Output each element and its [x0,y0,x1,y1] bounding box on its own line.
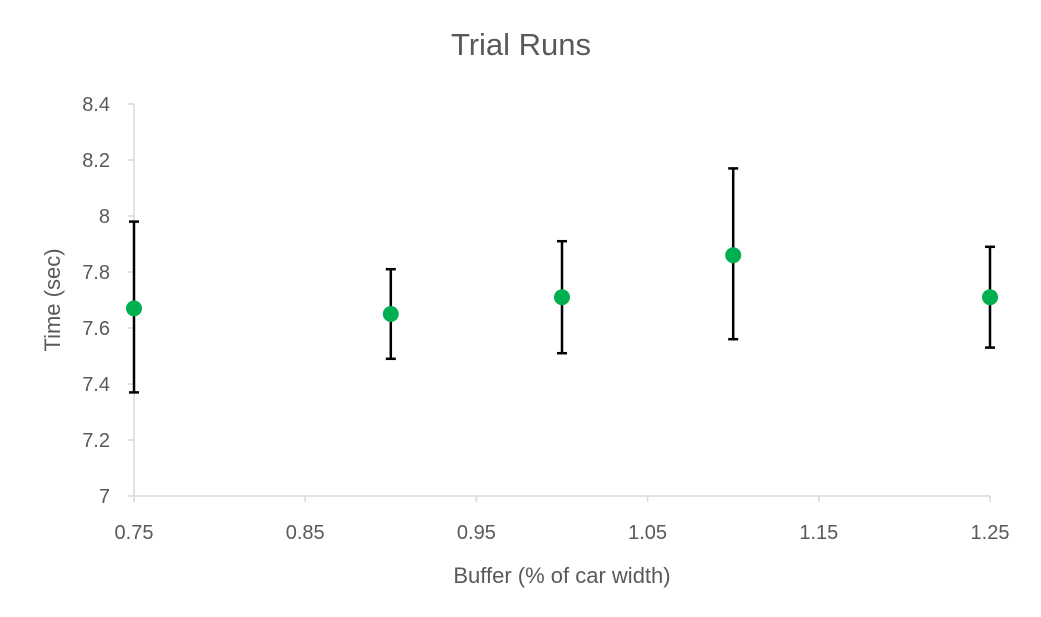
x-ticks: 0.75 0.85 0.95 1.05 1.15 1.25 [115,496,1010,544]
y-tick-label: 7.6 [82,318,110,340]
data-marks [126,167,998,394]
y-ticks: 7 7.2 7.4 7.6 7.8 8 8.2 8.4 [82,94,134,508]
data-point [126,300,142,317]
y-tick-label: 7.2 [82,430,110,452]
data-point [554,289,570,306]
y-tick-label: 8.2 [82,150,110,172]
x-tick-label: 0.75 [115,522,154,544]
y-tick-label: 8 [99,206,110,228]
data-point [725,247,742,264]
data-point [982,289,998,306]
y-axis-label: Time (sec) [40,248,65,351]
x-axis-label: Buffer (% of car width) [453,563,670,588]
y-tick-label: 7.4 [82,374,110,396]
x-tick-label: 0.95 [457,522,496,544]
x-tick-label: 1.15 [799,522,838,544]
data-point [382,306,399,322]
y-tick-label: 7 [99,486,110,508]
y-tick-label: 7.8 [82,262,110,284]
x-tick-label: 1.25 [971,522,1010,544]
chart-title: Trial Runs [451,27,591,62]
x-tick-label: 1.05 [628,522,667,544]
x-tick-label: 0.85 [286,522,325,544]
y-tick-label: 8.4 [82,94,110,116]
